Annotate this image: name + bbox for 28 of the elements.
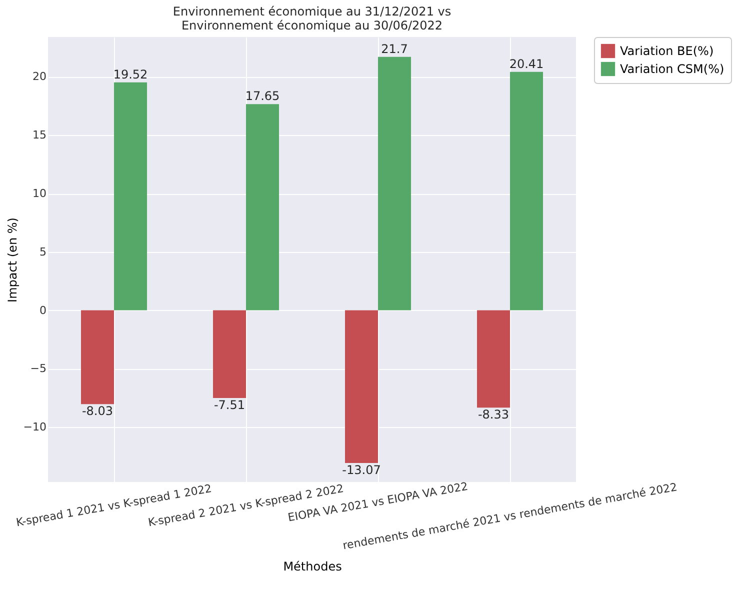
y-tick-label: 0 bbox=[40, 304, 46, 317]
data-label: 19.52 bbox=[113, 67, 148, 82]
data-label: -8.03 bbox=[82, 404, 114, 418]
legend-label: Variation BE(%) bbox=[620, 44, 714, 58]
y-tick-label: −10 bbox=[23, 420, 46, 434]
bar bbox=[114, 82, 147, 310]
data-label: 20.41 bbox=[509, 56, 544, 71]
legend-label: Variation CSM(%) bbox=[620, 62, 724, 76]
data-label: 21.7 bbox=[381, 42, 408, 56]
bar bbox=[81, 310, 114, 404]
x-axis-title: Méthodes bbox=[283, 559, 342, 574]
y-tick-label: 5 bbox=[40, 245, 46, 258]
y-tick-label: 20 bbox=[32, 70, 46, 84]
bar bbox=[246, 104, 279, 310]
data-label: 17.65 bbox=[245, 89, 280, 104]
y-axis-title: Impact (en %) bbox=[5, 218, 20, 302]
y-tick-label: −5 bbox=[30, 362, 46, 376]
y-tick-label: 10 bbox=[32, 187, 46, 200]
bar bbox=[477, 310, 510, 408]
bar bbox=[213, 310, 246, 398]
bar bbox=[378, 56, 411, 310]
y-tick-label: 15 bbox=[32, 128, 46, 142]
data-label: -7.51 bbox=[214, 398, 246, 412]
bar bbox=[345, 310, 378, 463]
data-label: -8.33 bbox=[478, 408, 510, 422]
data-label: -13.07 bbox=[342, 462, 381, 477]
chart-title: Environnement économique au 31/12/2021 vs Environnement économique au 30/06/2022 bbox=[172, 4, 452, 32]
bar bbox=[510, 72, 543, 310]
